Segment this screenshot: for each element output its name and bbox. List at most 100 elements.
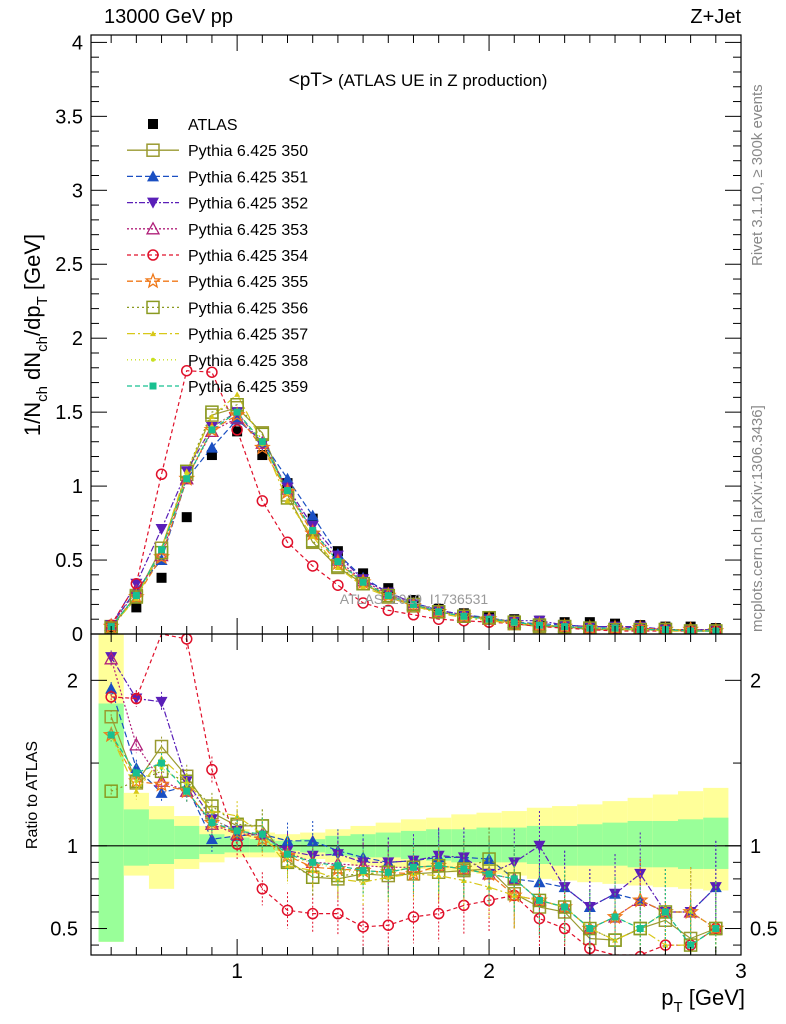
ratio-inner-band [652,820,679,868]
main-point-357 [360,583,367,590]
legend-label-356: Pythia 6.425 356 [188,300,308,317]
y-tick-label: 2 [72,328,83,350]
main-point-359 [359,578,367,586]
main-point-355 [254,438,271,455]
main-point-ATLAS [232,426,243,437]
main-point-357 [309,533,316,539]
ratio-point-353 [104,651,119,665]
main-point-354 [180,364,193,377]
main-point-356 [457,609,471,624]
ratio-point-352 [457,852,470,864]
ratio-point-354 [105,691,117,703]
main-point-351 [306,509,319,521]
legend-marker-353 [145,221,161,235]
main-point-354 [332,579,344,591]
legend-label-350: Pythia 6.425 350 [188,143,308,160]
y-tick-label: 0 [72,624,83,646]
ratio-inner-band [98,703,124,942]
legend-label-353: Pythia 6.425 353 [188,222,308,239]
ratio-inner-band [678,819,704,869]
ratio-point-359 [309,858,317,866]
main-point-357 [334,564,341,570]
main-point-ATLAS [156,572,167,583]
legend-label-358: Pythia 6.425 358 [188,353,308,370]
main-point-ATLAS [131,602,142,613]
ratio-tick-label-right: 2 [750,670,761,692]
legend-marker-352 [147,197,159,209]
main-point-351 [231,413,244,425]
ratio-point-359 [409,863,417,871]
header-right-label: Z+Jet [690,6,741,28]
x-tick-label: 2 [483,960,495,983]
main-point-ATLAS [206,450,217,461]
ratio-point-350 [104,709,118,724]
legend-marker-358 [151,357,155,362]
main-point-351 [281,472,294,484]
main-point-356 [129,590,144,604]
ratio-point-357 [360,879,367,885]
main-point-357 [284,497,291,504]
ratio-point-354 [306,907,319,920]
legend-label-355: Pythia 6.425 355 [188,274,308,291]
ratio-point-359 [611,913,619,921]
y-tick-label: 4 [72,32,83,54]
main-point-355 [153,548,170,565]
main-point-355 [405,597,422,614]
ratio-series-group [102,634,725,955]
main-point-359 [510,618,518,626]
ratio-point-359 [586,925,594,933]
ratio-tick-label-left: 0.5 [50,919,78,941]
ratio-tick-label-left: 2 [67,670,78,692]
main-point-354 [206,366,218,378]
x-axis-label: pT [GeV] [661,985,745,1016]
ratio-point-356 [557,900,572,914]
legend-marker-354 [147,249,159,261]
legend-marker-359 [149,382,157,390]
ratio-point-359 [435,862,443,870]
main-point-354 [584,623,596,634]
ratio-point-356 [104,784,118,798]
main-point-359 [258,438,266,446]
ratio-point-359 [233,827,241,835]
main-point-359 [409,600,417,608]
ratio-point-354 [180,634,193,645]
main-point-356 [431,605,446,619]
x-tick-label: 1 [231,960,243,983]
ratio-point-354 [357,921,369,933]
ratio-point-359 [334,862,342,870]
main-point-359 [132,592,140,600]
ratio-point-353 [633,893,648,907]
y-tick-label: 2.5 [55,254,83,276]
ratio-point-353 [154,773,169,787]
ratio-point-359 [107,731,115,739]
ratio-point-356 [507,872,522,886]
ratio-point-354 [281,904,294,917]
ratio-inner-band [577,824,603,866]
ratio-point-359 [712,925,720,933]
main-point-359 [384,592,392,600]
ratio-point-353 [129,737,144,751]
main-point-354 [256,495,269,507]
main-point-352 [155,523,168,535]
main-line-356 [110,404,716,632]
legend-label-357: Pythia 6.425 357 [188,327,308,344]
ratio-point-355 [682,903,700,920]
ratio-point-356 [633,921,647,936]
ratio-point-354 [407,911,420,923]
main-point-356 [583,621,597,634]
ratio-point-359 [460,865,468,873]
main-point-356 [608,622,622,634]
ratio-point-352 [155,696,168,708]
y-tick-label: 3 [72,180,83,202]
main-point-359 [158,546,166,554]
legend-marker-ATLAS [148,119,158,129]
ratio-point-351 [205,833,218,845]
ratio-point-357 [334,875,341,882]
main-point-357 [208,413,215,420]
x-tick-label: 3 [735,960,747,983]
ratio-point-357 [309,867,316,874]
legend: ATLAS Pythia 6.425 350 Pythia 6.425 351 Pyt… [127,117,308,396]
ratio-point-359 [636,925,644,933]
main-point-357 [183,468,190,474]
